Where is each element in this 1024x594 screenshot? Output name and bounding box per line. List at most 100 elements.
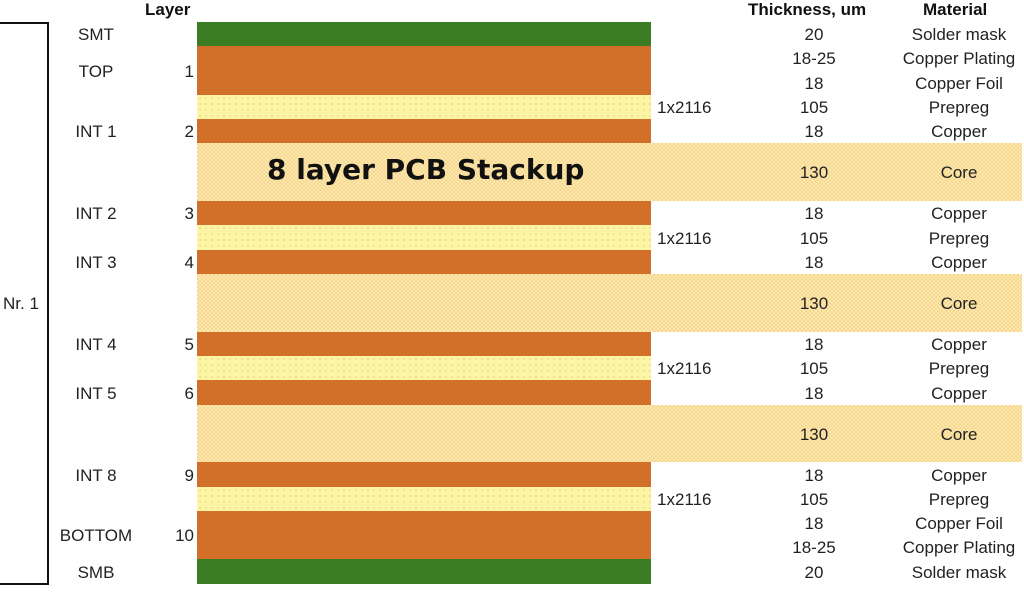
thickness-value: 20 (804, 562, 824, 582)
diagram-title: 8 layer PCB Stackup (267, 153, 585, 186)
glass-style: 1x2116 (657, 359, 712, 378)
layer-number: 3 (184, 204, 194, 223)
material-value: Copper (931, 465, 987, 485)
copper-bar (197, 511, 651, 559)
layer-number: 5 (184, 335, 194, 354)
material-value: Core (940, 424, 978, 444)
material-value: Core (940, 163, 978, 182)
thickness-value: 18 (804, 514, 824, 533)
thickness-value: 130 (799, 294, 829, 313)
core-bar (197, 143, 1022, 201)
copper-bar (197, 380, 651, 405)
thickness-value: 105 (799, 490, 829, 509)
core-bar (197, 405, 1022, 462)
core-bar (197, 274, 1022, 332)
thickness-value: 18-25 (792, 538, 836, 557)
mask-bar (197, 559, 651, 584)
material-value: Copper (931, 335, 987, 354)
group-label: Nr. 1 (3, 294, 39, 313)
group-bracket (0, 22, 49, 585)
stack-layer-copper: BOTTOM 10 18 Copper Foil 18-25 Copper Plating (0, 511, 1024, 559)
material-value: Prepreg (928, 228, 990, 248)
material-value: Prepreg (928, 490, 990, 509)
stack-layer-copper: INT 2 3 18 Copper (0, 201, 1024, 225)
layer-number: 1 (184, 61, 194, 81)
material-value: Copper (931, 204, 987, 223)
layer-name: INT 3 (75, 253, 117, 272)
thickness-value: 18 (804, 383, 824, 403)
stack-layer-copper: INT 3 4 18 Copper (0, 250, 1024, 274)
material-value: Copper Plating (902, 49, 1016, 68)
stack-layer-copper: INT 1 2 18 Copper (0, 119, 1024, 143)
layer-name: INT 5 (75, 383, 117, 403)
stack-layer-prepreg: 1x2116 105 Prepreg (0, 95, 1024, 119)
thickness-value: 18 (804, 204, 824, 223)
copper-bar (197, 462, 651, 487)
thickness-value: 105 (799, 98, 829, 117)
stack-layer-core: 130 Core (0, 405, 1024, 462)
material-value: Copper Foil (915, 73, 1003, 93)
material-value: Solder mask (911, 25, 1007, 44)
copper-bar (197, 119, 651, 143)
thickness-value: 105 (799, 359, 829, 378)
thickness-value: 20 (804, 25, 824, 44)
layer-number: 4 (184, 253, 194, 272)
thickness-value: 105 (799, 228, 829, 248)
layer-column-header: Layer (145, 0, 191, 19)
material-value: Solder mask (911, 562, 1007, 582)
thickness-value: 18 (804, 253, 824, 272)
layer-name: SMB (77, 562, 115, 582)
material-value: Copper (931, 383, 987, 403)
thickness-value: 18 (804, 335, 824, 354)
layer-name: INT 8 (75, 465, 117, 485)
layer-name: SMT (78, 25, 114, 44)
glass-style: 1x2116 (657, 490, 712, 509)
layer-number: 6 (184, 383, 194, 403)
thickness-value: 18 (804, 73, 824, 93)
material-value: Copper (931, 122, 987, 141)
material-value: Copper Foil (915, 514, 1003, 533)
material-value: Copper (931, 253, 987, 272)
prepreg-bar (197, 95, 651, 119)
layer-number: 9 (184, 465, 194, 485)
layer-name: INT 4 (75, 335, 117, 354)
thickness-value: 18 (804, 122, 824, 141)
material-value: Prepreg (928, 359, 990, 378)
layer-name: BOTTOM (59, 526, 133, 545)
stack-layer-copper: INT 8 9 18 Copper (0, 462, 1024, 487)
thickness-value: 130 (799, 424, 829, 444)
copper-bar (197, 250, 651, 274)
thickness-value: 18-25 (792, 49, 836, 68)
thickness-value: 18 (804, 465, 824, 485)
material-column-header: Material (923, 0, 988, 19)
material-value: Copper Plating (902, 538, 1016, 557)
copper-bar (197, 332, 651, 356)
copper-bar (197, 201, 651, 225)
stack-layer-prepreg: 1x2116 105 Prepreg (0, 225, 1024, 250)
prepreg-bar (197, 356, 651, 380)
layer-number: 2 (184, 122, 194, 141)
stack-layer-copper: INT 4 5 18 Copper (0, 332, 1024, 356)
copper-bar (197, 46, 651, 95)
layer-name: INT 1 (75, 122, 117, 141)
stack-layer-mask: SMT 20 Solder mask (0, 22, 1024, 46)
stack-layer-prepreg: 1x2116 105 Prepreg (0, 356, 1024, 380)
mask-bar (197, 22, 651, 46)
material-value: Prepreg (928, 98, 990, 117)
glass-style: 1x2116 (657, 228, 712, 248)
prepreg-bar (197, 487, 651, 511)
stack-layer-mask: SMB 20 Solder mask (0, 559, 1024, 584)
glass-style: 1x2116 (657, 98, 712, 117)
layer-number: 10 (175, 526, 194, 545)
stack-layer-core: 130 Core (0, 143, 1024, 201)
stack-layer-core: 130 Core (0, 274, 1024, 332)
stack-layer-prepreg: 1x2116 105 Prepreg (0, 487, 1024, 511)
layer-name: TOP (78, 61, 114, 81)
prepreg-bar (197, 225, 651, 250)
stack-layer-copper: TOP 1 18-25 Copper Plating 18 Copper Foil (0, 46, 1024, 95)
thickness-value: 130 (799, 163, 829, 182)
stack-layer-copper: INT 5 6 18 Copper (0, 380, 1024, 405)
material-value: Core (940, 294, 978, 313)
thickness-column-header: Thickness, um (748, 0, 867, 19)
